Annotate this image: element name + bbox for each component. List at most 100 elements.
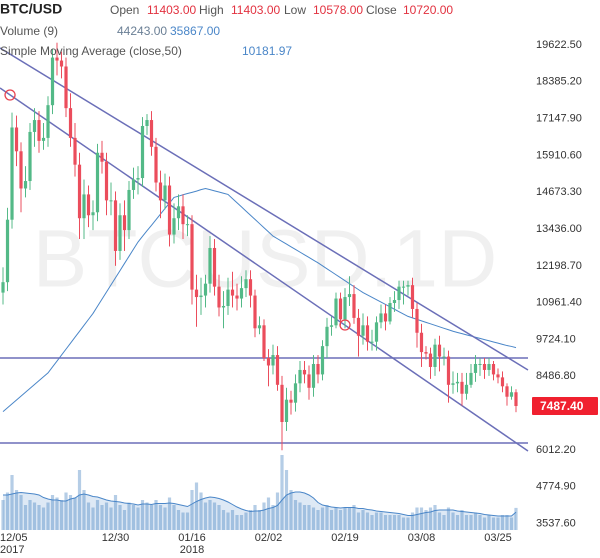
candle-body (388, 303, 391, 321)
y-tick-label: 15910.60 (536, 149, 582, 161)
candle-body (487, 364, 490, 370)
candle-body (285, 400, 288, 422)
candle-body (159, 183, 162, 201)
candle-body (465, 385, 468, 394)
x-tick-label: 12/05 (0, 532, 28, 544)
candle-body (73, 138, 76, 165)
legend-value: 35867.00 (170, 24, 220, 38)
candle-body (222, 306, 225, 307)
candle-body (352, 294, 355, 318)
candle-body (1, 282, 4, 292)
candle-body (145, 120, 148, 126)
candle-body (492, 364, 495, 374)
candle-body (366, 325, 369, 341)
y-tick-label: 12198.70 (536, 260, 582, 272)
candle-body (6, 220, 9, 282)
x-tick-label: 03/25 (484, 532, 512, 544)
x-year-label: 2017 (0, 544, 24, 556)
symbol: BTC/USD (0, 1, 62, 17)
legend: BTC/USD Open 11403.00 High 11403.00 Low … (0, 1, 453, 58)
candle-body (298, 370, 301, 383)
candle-body (37, 120, 40, 141)
legend-value: 10720.00 (403, 3, 453, 17)
candle-body (10, 127, 13, 219)
y-tick-label: 6012.20 (536, 444, 576, 456)
candle-body (231, 290, 234, 296)
x-tick-label: 12/30 (102, 532, 130, 544)
legend-value: 11403.00 (231, 3, 280, 17)
candle-body (127, 190, 130, 230)
candle-body (15, 127, 18, 151)
candle-body (460, 382, 463, 394)
candle-body (204, 284, 207, 296)
candle-body (28, 132, 31, 181)
candle-body (249, 279, 252, 295)
candle-body (420, 333, 423, 352)
candle-body (114, 200, 117, 251)
candle-body (415, 309, 418, 333)
candle-body (96, 153, 99, 212)
candle-body (514, 392, 517, 406)
candle-body (177, 206, 180, 218)
candle-body (429, 354, 432, 367)
candle-body (163, 185, 166, 200)
candle-body (397, 287, 400, 300)
candle-body (321, 346, 324, 374)
candle-body (343, 297, 346, 319)
y-tick-label: 3537.60 (536, 517, 576, 529)
candle-body (442, 357, 445, 358)
y-tick-label: 8486.80 (536, 370, 576, 382)
y-tick-label: 19622.50 (536, 39, 582, 51)
candle-body (447, 357, 450, 385)
candle-body (87, 194, 90, 215)
candle-body (69, 108, 72, 138)
candle-body (276, 355, 279, 385)
candle-body (195, 290, 198, 297)
legend-label: Low (284, 3, 306, 17)
candle-body (42, 138, 45, 141)
candle-body (141, 126, 144, 178)
candle-body (271, 355, 274, 365)
candle-body (172, 218, 175, 234)
candle-body (469, 373, 472, 385)
candle-body (433, 345, 436, 367)
candle-body (132, 180, 135, 190)
legend-label: High (199, 3, 224, 17)
candle-body (24, 181, 27, 188)
candle-body (181, 206, 184, 224)
y-tick-label: 9724.10 (536, 333, 576, 345)
candle-body (339, 299, 342, 320)
legend-value: 44243.00 (117, 24, 167, 38)
candle-body (253, 296, 256, 329)
candle-body (51, 58, 54, 106)
candle-body (325, 327, 328, 346)
candle-body (438, 345, 441, 357)
candle-body (393, 300, 396, 303)
candle-body (334, 299, 337, 326)
candle-body (19, 151, 22, 188)
candle-body (118, 215, 121, 251)
candle-body (456, 382, 459, 383)
candle-body (226, 290, 229, 306)
candle-body (186, 224, 189, 225)
candle-body (303, 370, 306, 374)
candle-body (357, 318, 360, 336)
candle-body (370, 342, 373, 343)
x-tick-label: 02/02 (255, 532, 283, 544)
candle-body (294, 383, 297, 402)
candle-body (60, 61, 63, 67)
candle-body (289, 400, 292, 403)
candle-body (505, 386, 508, 396)
y-tick-label: 18385.20 (536, 76, 582, 88)
candle-body (478, 364, 481, 365)
candle-body (217, 287, 220, 308)
candle-body (190, 224, 193, 289)
last-price-label: 7487.40 (540, 399, 584, 413)
candle-body (312, 364, 315, 388)
legend-value: 10578.00 (313, 3, 363, 17)
y-tick-label: 10961.40 (536, 297, 582, 309)
candle-body (501, 377, 504, 386)
y-tick-label: 14673.30 (536, 186, 582, 198)
candle-body (240, 288, 243, 298)
